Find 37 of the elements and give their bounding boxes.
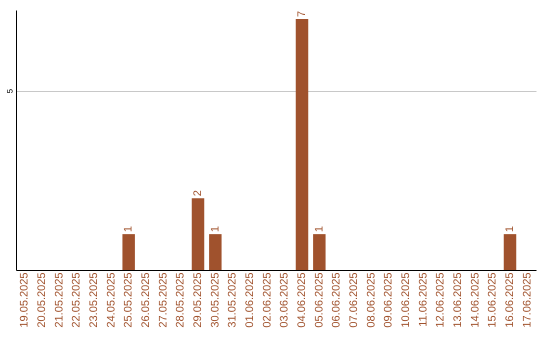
x-tick-label: 01.06.2025 (244, 272, 256, 328)
x-tick-label: 08.06.2025 (365, 272, 378, 328)
x-tick-label: 17.06.2025 (521, 272, 534, 328)
x-tick-label: 15.06.2025 (486, 272, 499, 328)
x-tick-label: 04.06.2025 (296, 272, 308, 328)
x-tick-label: 05.06.2025 (313, 272, 326, 328)
x-tick-label: 20.05.2025 (36, 272, 48, 328)
y-tick-label: 5 (6, 88, 14, 94)
x-tick-label: 27.05.2025 (157, 272, 170, 328)
x-tick-label: 02.06.2025 (261, 272, 274, 328)
x-tick-label: 14.06.2025 (469, 272, 482, 328)
x-tick-label: 29.05.2025 (192, 272, 204, 328)
x-tick-label: 28.05.2025 (174, 272, 187, 328)
data-label: 1 (313, 226, 326, 232)
x-tick-label: 07.06.2025 (348, 272, 360, 328)
x-tick-label: 23.05.2025 (88, 272, 100, 328)
data-label: 7 (296, 10, 308, 17)
x-tick-label: 16.06.2025 (504, 272, 516, 328)
data-label: 1 (122, 226, 135, 232)
x-tick-label: 25.05.2025 (122, 272, 135, 328)
x-tick-label: 24.05.2025 (105, 272, 118, 328)
x-tick-label: 22.05.2025 (70, 272, 83, 328)
x-tick-label: 09.06.2025 (382, 272, 395, 328)
x-tick-label: 30.05.2025 (209, 272, 222, 328)
x-tick-label: 26.05.2025 (140, 272, 152, 328)
x-tick-label: 21.05.2025 (53, 272, 66, 328)
x-tick-label: 31.05.2025 (226, 272, 239, 328)
x-tick-label: 12.06.2025 (434, 272, 447, 328)
x-tick-label: 03.06.2025 (278, 272, 291, 328)
data-label: 2 (192, 190, 204, 196)
x-tick-label: 10.06.2025 (400, 272, 412, 328)
x-tick-label: 13.06.2025 (452, 272, 464, 328)
data-label: 1 (209, 226, 222, 232)
x-tick-label: 06.06.2025 (330, 272, 343, 328)
data-label: 1 (504, 226, 516, 232)
x-tick-label: 11.06.2025 (417, 272, 430, 327)
x-tick-label: 19.05.2025 (18, 272, 31, 328)
